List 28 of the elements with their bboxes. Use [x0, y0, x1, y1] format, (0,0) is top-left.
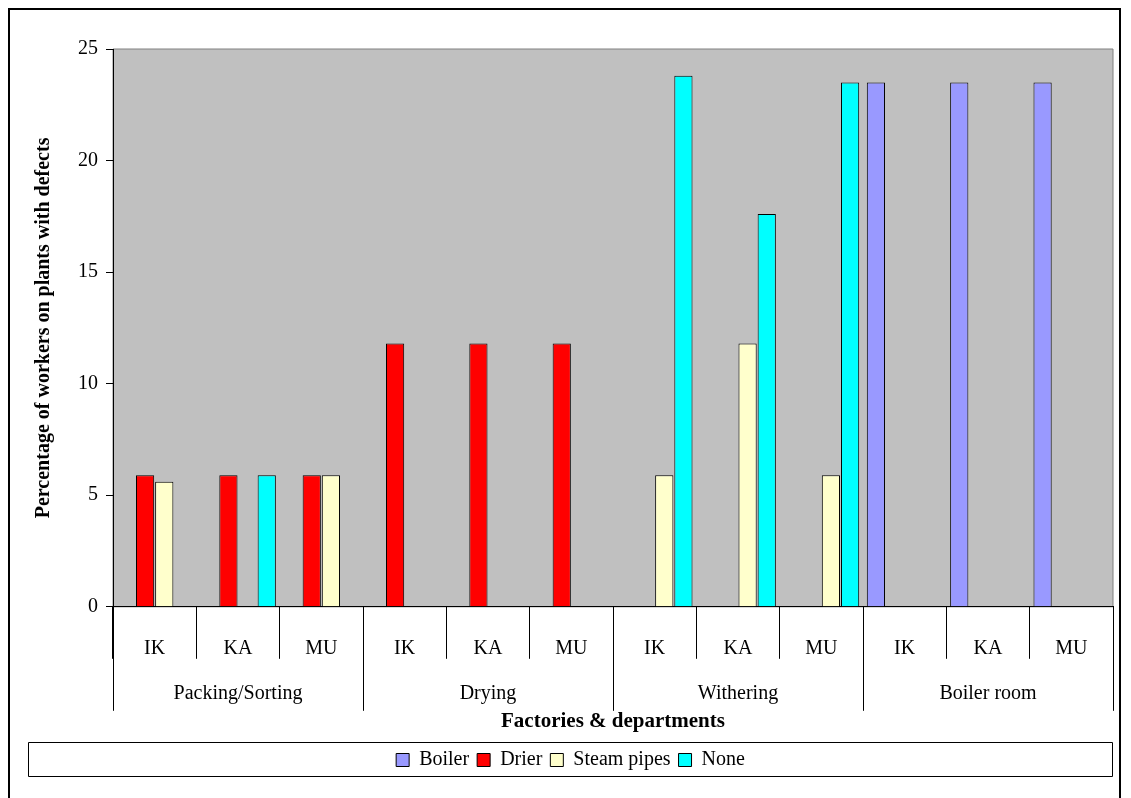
text: Boiler room	[939, 681, 1038, 704]
x-tick-label: KA	[973, 636, 1003, 659]
text: Withering	[697, 681, 779, 705]
y-tick-label: 20	[78, 147, 98, 170]
y-axis-title: Percentage of workers on plants with defects	[31, 137, 55, 519]
y-tick-label: 15	[78, 259, 98, 282]
x-tick-label: IK	[894, 636, 916, 659]
x-tick-label: IK	[394, 636, 416, 659]
x-tick-label: IK	[144, 636, 166, 659]
x-tick-label: MU	[1055, 636, 1088, 659]
x-tick-label: KA	[223, 636, 253, 659]
legend-label: Drier	[500, 747, 543, 770]
legend-label: None	[701, 747, 745, 770]
y-tick-label: 5	[88, 482, 98, 505]
x-tick-label: MU	[555, 636, 588, 659]
x-tick-label: MU	[305, 636, 338, 659]
y-tick-label: 0	[88, 594, 98, 617]
y-tick-label: 10	[78, 370, 98, 393]
y-tick-label: 25	[78, 36, 98, 59]
legend-label: Steam pipes	[573, 747, 671, 771]
text: Packing/Sorting	[173, 681, 303, 705]
legend-label: Boiler	[419, 747, 470, 770]
text: Drying	[459, 681, 517, 705]
x-axis-title: Factories & departments	[501, 707, 725, 732]
x-tick-label: MU	[805, 636, 838, 659]
x-tick-label: IK	[644, 636, 666, 659]
x-tick-label: KA	[723, 636, 753, 659]
x-tick-label: KA	[473, 636, 503, 659]
